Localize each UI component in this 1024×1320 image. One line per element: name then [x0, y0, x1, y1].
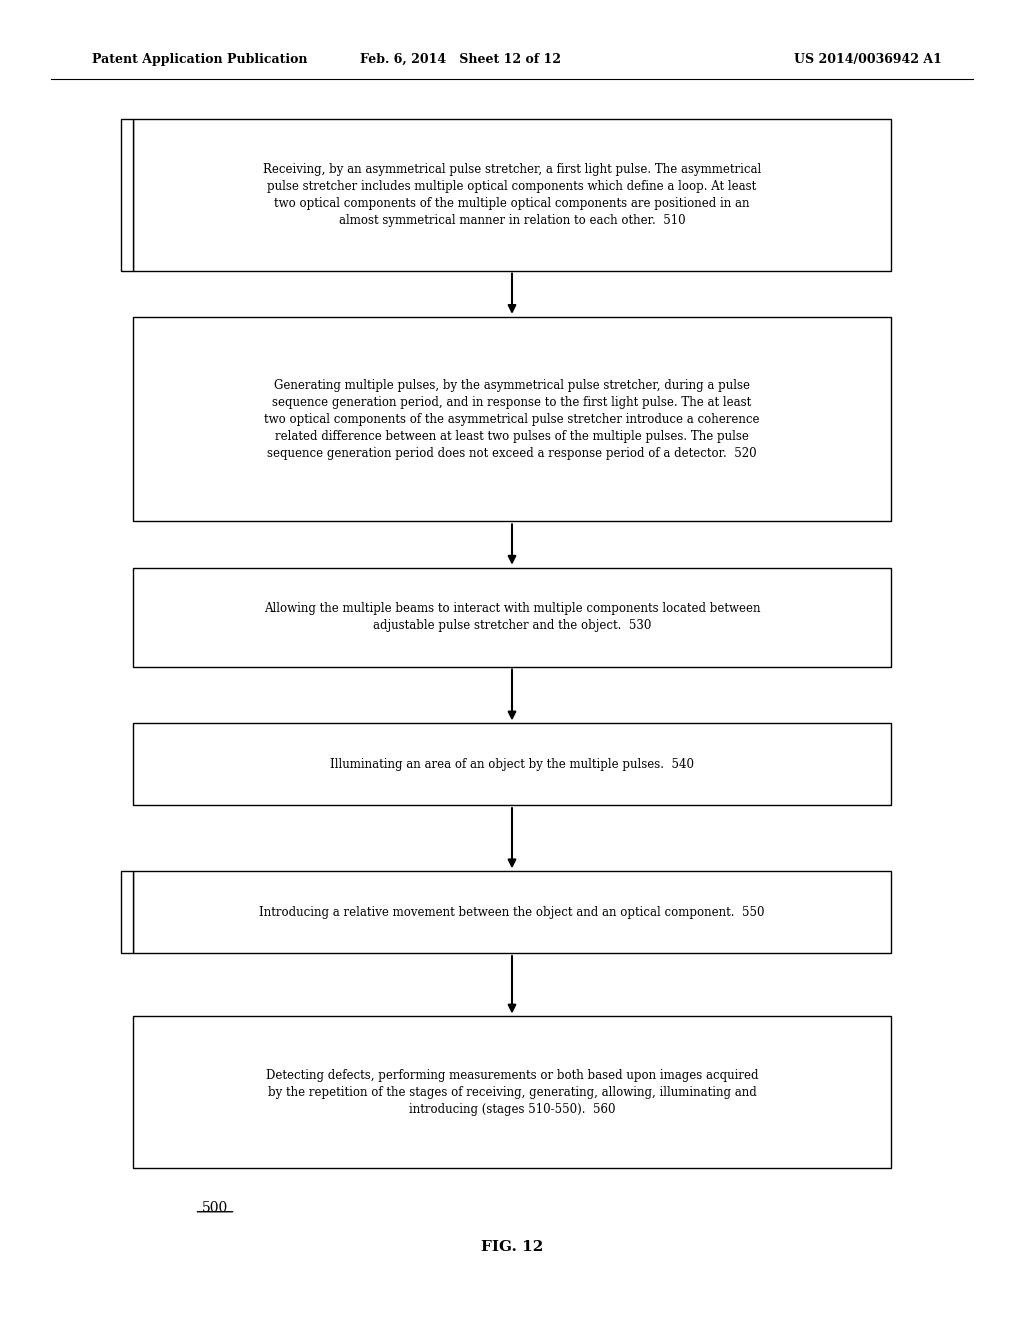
Text: Feb. 6, 2014   Sheet 12 of 12: Feb. 6, 2014 Sheet 12 of 12 — [360, 53, 561, 66]
FancyBboxPatch shape — [121, 871, 133, 953]
FancyBboxPatch shape — [133, 1016, 891, 1168]
FancyBboxPatch shape — [133, 871, 891, 953]
Text: Introducing a relative movement between the object and an optical component.  55: Introducing a relative movement between … — [259, 906, 765, 919]
Text: Patent Application Publication: Patent Application Publication — [92, 53, 307, 66]
FancyBboxPatch shape — [133, 119, 891, 271]
Text: Receiving, by an asymmetrical pulse stretcher, a first light pulse. The asymmetr: Receiving, by an asymmetrical pulse stre… — [263, 162, 761, 227]
Text: Detecting defects, performing measurements or both based upon images acquired
by: Detecting defects, performing measuremen… — [266, 1069, 758, 1115]
FancyBboxPatch shape — [133, 568, 891, 667]
Text: Allowing the multiple beams to interact with multiple components located between: Allowing the multiple beams to interact … — [264, 602, 760, 632]
Text: 500: 500 — [202, 1201, 228, 1214]
Text: Illuminating an area of an object by the multiple pulses.  540: Illuminating an area of an object by the… — [330, 758, 694, 771]
FancyBboxPatch shape — [133, 317, 891, 521]
Text: US 2014/0036942 A1: US 2014/0036942 A1 — [795, 53, 942, 66]
Text: Generating multiple pulses, by the asymmetrical pulse stretcher, during a pulse
: Generating multiple pulses, by the asymm… — [264, 379, 760, 459]
FancyBboxPatch shape — [121, 119, 133, 271]
Text: FIG. 12: FIG. 12 — [481, 1241, 543, 1254]
FancyBboxPatch shape — [133, 723, 891, 805]
